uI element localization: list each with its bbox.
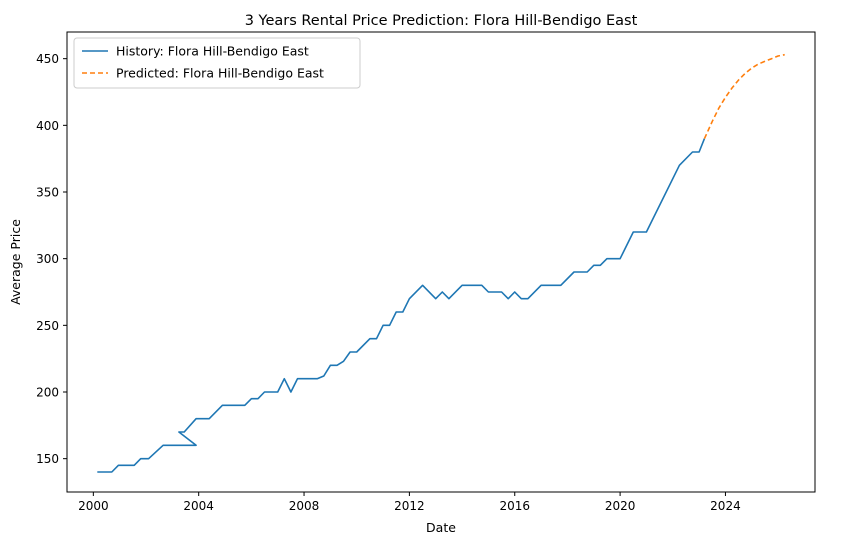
y-tick-label: 200 bbox=[36, 386, 59, 400]
x-tick-label: 2008 bbox=[289, 499, 320, 513]
plot-area-frame bbox=[66, 31, 816, 493]
x-axis: 2000 2004 2008 2012 2016 2020 2024 bbox=[78, 492, 741, 513]
legend-label-predicted: Predicted: Flora Hill-Bendigo East bbox=[116, 66, 324, 81]
x-tick-label: 2012 bbox=[394, 499, 425, 513]
x-tick-label: 2000 bbox=[78, 499, 109, 513]
y-tick-label: 300 bbox=[36, 252, 59, 266]
legend-label-history: History: Flora Hill-Bendigo East bbox=[116, 44, 309, 59]
series-layer bbox=[97, 53, 785, 473]
y-tick-label: 350 bbox=[36, 186, 59, 200]
y-axis-label: Average Price bbox=[8, 219, 23, 305]
x-tick-label: 2024 bbox=[710, 499, 741, 513]
y-tick-label: 250 bbox=[36, 319, 59, 333]
x-tick-label: 2016 bbox=[499, 499, 530, 513]
series-line-history bbox=[97, 138, 706, 473]
y-tick-label: 450 bbox=[36, 52, 59, 66]
legend-box bbox=[73, 37, 361, 89]
x-tick-label: 2004 bbox=[183, 499, 214, 513]
series-line-predicted bbox=[703, 53, 785, 140]
chart-title: 3 Years Rental Price Prediction: Flora H… bbox=[245, 13, 638, 29]
y-tick-label: 150 bbox=[36, 452, 59, 466]
y-tick-label: 400 bbox=[36, 119, 59, 133]
x-axis-label: Date bbox=[426, 520, 456, 535]
legend: History: Flora Hill-Bendigo East Predict… bbox=[73, 37, 361, 89]
y-axis: 150 200 250 300 350 400 450 bbox=[36, 52, 67, 466]
x-tick-label: 2020 bbox=[605, 499, 636, 513]
